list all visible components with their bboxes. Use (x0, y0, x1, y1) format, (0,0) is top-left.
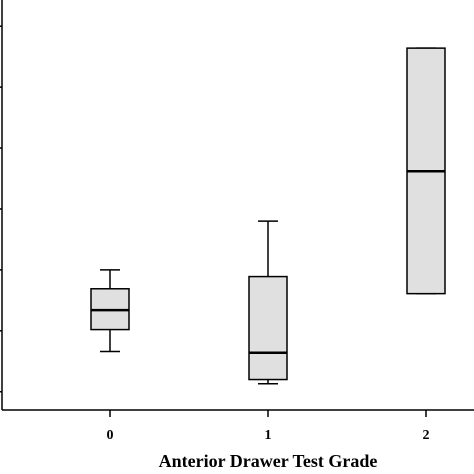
x-tick-label: 2 (423, 428, 430, 443)
box (248, 275, 288, 381)
x-tick-label: 1 (265, 428, 272, 443)
x-axis-label: Anterior Drawer Test Grade (159, 451, 378, 471)
x-tick-label: 0 (107, 428, 114, 443)
